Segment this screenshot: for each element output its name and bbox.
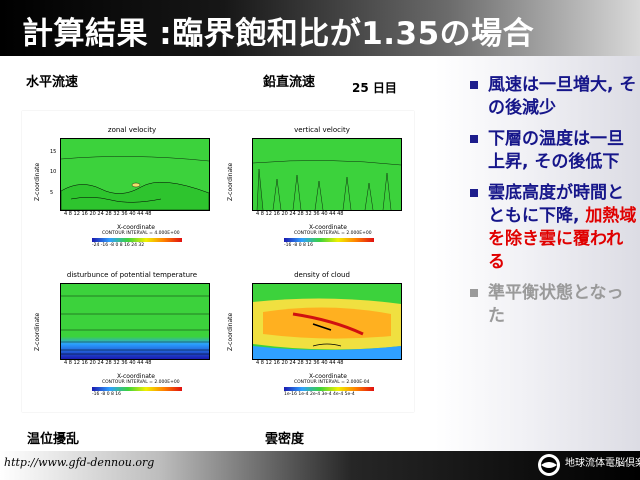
model-output-figure: zonal velocity Z-coordinate 4 8 12 16 20…: [22, 111, 414, 412]
colorbar: [92, 238, 182, 242]
label-cloud-density: 雲密度: [265, 432, 305, 447]
bullet-item: 風速は一旦増大, その後減少: [470, 74, 638, 120]
x-tick-labels: 4 8 12 16 20 24 28 32 36 40 44 48: [64, 211, 152, 217]
panel-title: zonal velocity: [107, 126, 157, 134]
bullet-square-icon: [470, 135, 478, 143]
contour-interval: CONTOUR INTERVAL = 4.000E+00: [102, 231, 180, 236]
contour-interval: CONTOUR INTERVAL = 2.000E-04: [294, 380, 370, 385]
bullet-list: 風速は一旦増大, その後減少 下層の温度は一旦上昇, その後低下 雲底高度が時間…: [470, 74, 638, 336]
bullet-text: 準平衡状態となった: [488, 283, 624, 326]
label-horizontal-velocity: 水平流速: [26, 75, 79, 90]
contour-interval: CONTOUR INTERVAL = 2.000E+00: [294, 231, 372, 236]
y-tick: 15: [50, 149, 57, 155]
label-potential-temperature: 温位擾乱: [27, 432, 80, 447]
bullet-square-icon: [470, 81, 478, 89]
colorbar-ticks: -16 -8 0 8 16: [284, 243, 314, 248]
bullet-text-highlight: 加熱域を除き雲に覆われる: [488, 206, 637, 272]
colorbar: [284, 238, 374, 242]
panel-title: density of cloud: [294, 271, 350, 279]
footer-bar: [0, 451, 640, 480]
bullet-square-icon: [470, 289, 478, 297]
y-axis-label: Z-coordinate: [227, 312, 234, 351]
y-tick: 5: [50, 190, 54, 196]
bullet-item: 準平衡状態となった: [470, 282, 638, 328]
colorbar-ticks: -24 -16 -8 0 8 16 24 32: [92, 243, 145, 248]
vertical-velocity-plot: [252, 138, 402, 211]
bullet-square-icon: [470, 189, 478, 197]
x-axis-label: X-coordinate: [309, 373, 347, 380]
club-logo-icon: [538, 454, 560, 476]
x-axis-label: X-coordinate: [309, 224, 347, 231]
bullet-text: 風速は一旦増大, その後減少: [488, 75, 637, 118]
colorbar: [92, 387, 182, 391]
x-tick-labels: 4 8 12 16 20 24 28 32 36 40 44 48: [64, 360, 152, 366]
cloud-density-plot: [252, 283, 402, 360]
panel-title: disturbunce of potential temperature: [66, 271, 198, 279]
day-label: 25 日目: [352, 81, 397, 95]
x-axis-label: X-coordinate: [117, 373, 155, 380]
y-axis-label: Z-coordinate: [227, 162, 234, 201]
colorbar-ticks: 1e-16 1e-4 2e-4 3e-4 4e-4 5e-4: [284, 392, 355, 397]
zonal-velocity-plot: [60, 138, 210, 211]
title-bar: 計算結果 :臨界飽和比が1.35の場合: [0, 0, 640, 56]
y-axis-label: Z-coordinate: [34, 312, 41, 351]
x-tick-labels: 4 8 12 16 20 24 28 32 36 40 44 48: [256, 211, 344, 217]
bullet-item: 下層の温度は一旦上昇, その後低下: [470, 128, 638, 174]
colorbar-ticks: -16 -8 0 8 16: [92, 392, 122, 397]
colorbar: [284, 387, 374, 391]
bullet-item: 雲底高度が時間とともに下降, 加熱域を除き雲に覆われる: [470, 182, 638, 274]
potential-temperature-plot: [60, 283, 210, 360]
panel-title: vertical velocity: [294, 126, 350, 134]
y-tick: 10: [50, 169, 57, 175]
x-axis-label: X-coordinate: [117, 224, 155, 231]
footer-url-link[interactable]: http://www.gfd-dennou.org: [4, 456, 155, 469]
contour-interval: CONTOUR INTERVAL = 2.000E+00: [102, 380, 180, 385]
logo-text: 地球流体電脳倶楽部: [565, 458, 640, 469]
label-vertical-velocity: 鉛直流速: [263, 75, 316, 90]
y-axis-label: Z-coordinate: [34, 162, 41, 201]
slide-title: 計算結果 :臨界飽和比が1.35の場合: [22, 16, 535, 52]
bullet-text: 雲底高度が時間とともに下降,: [488, 183, 624, 226]
x-tick-labels: 4 8 12 16 20 24 28 32 36 40 44 48: [256, 360, 344, 366]
bullet-text: 下層の温度は一旦上昇, その後低下: [488, 129, 624, 172]
